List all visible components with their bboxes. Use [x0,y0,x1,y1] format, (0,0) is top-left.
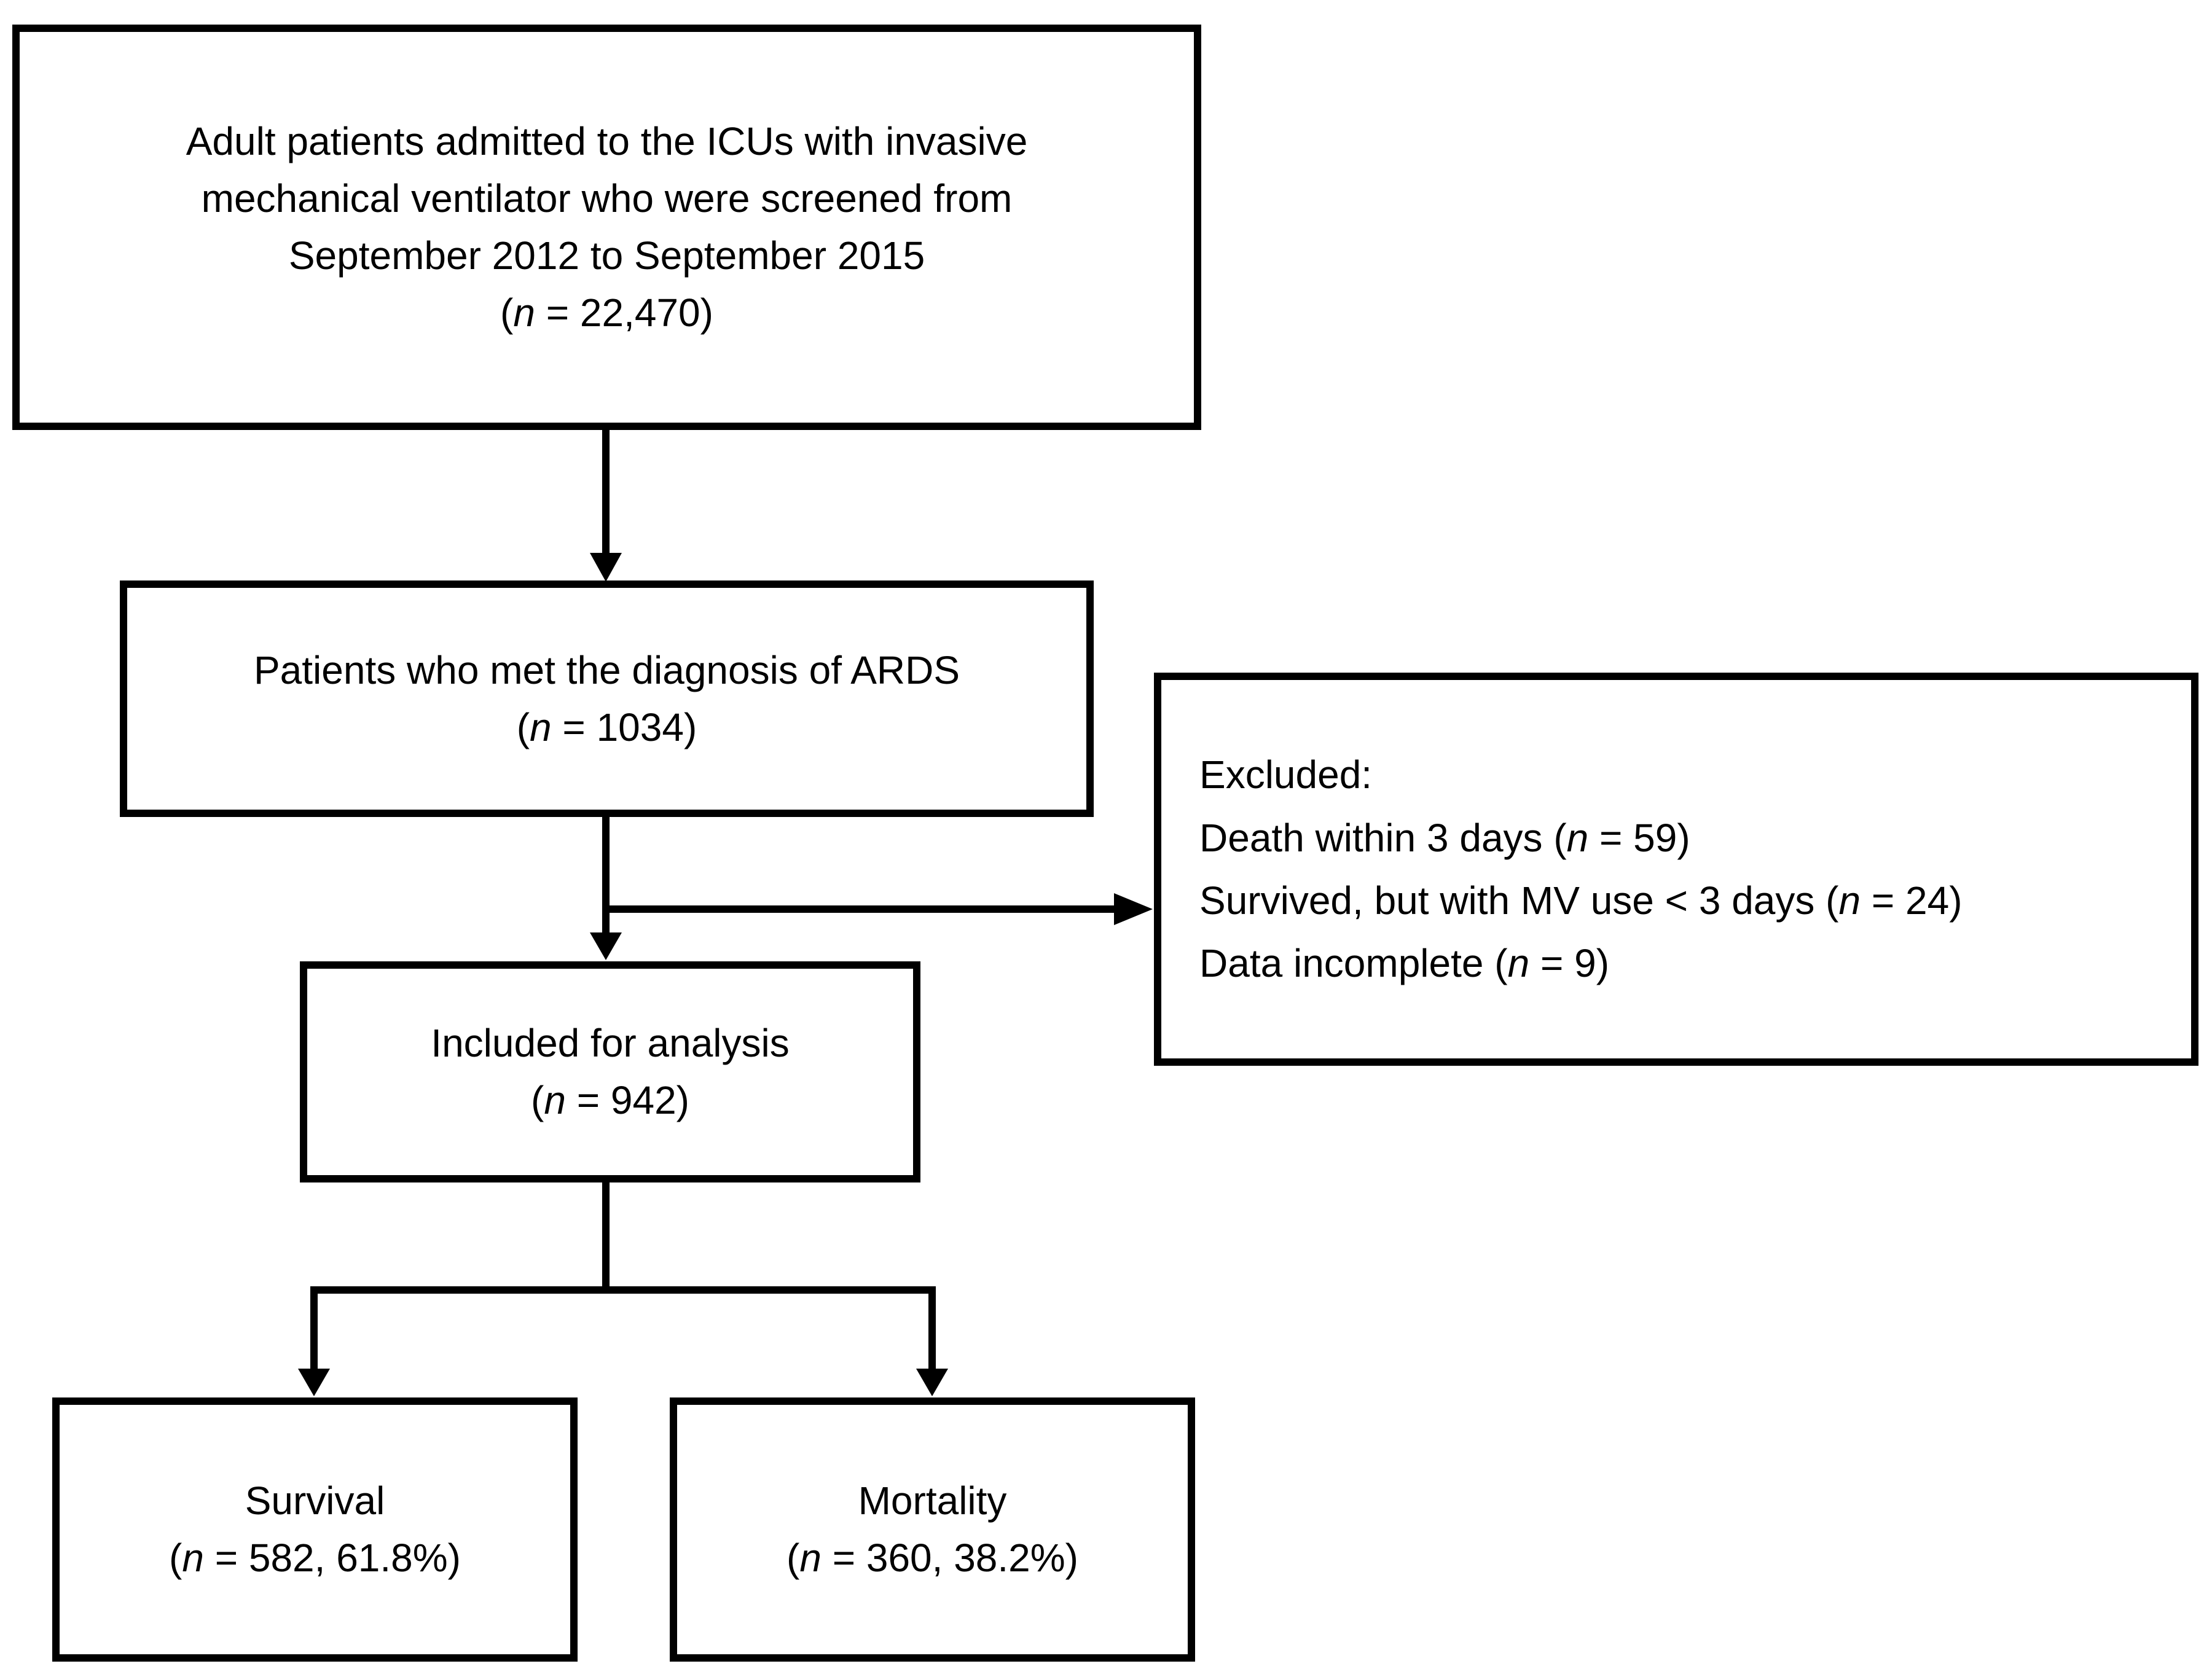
n-prefix: ( [516,705,530,749]
ards-line: Patients who met the diagnosis of ARDS [253,647,960,692]
excluded-title: Excluded: [1199,752,1373,797]
survival-line: Survival [245,1479,385,1523]
mortality-n-line: (n = 360, 38.2%) [786,1530,1078,1587]
excluded-item-text: Data incomplete ( [1199,941,1508,986]
n-symbol: n [1838,878,1861,923]
box-excluded: Excluded: Death within 3 days (n = 59) S… [1154,673,2198,1066]
mortality-line: Mortality [858,1479,1007,1523]
n-value: = 24) [1861,878,1963,923]
box-included-analysis: Included for analysis (n = 942) [300,961,920,1182]
n-symbol: n [1507,941,1530,986]
n-value: = 9) [1529,941,1609,986]
screened-line-3: September 2012 to September 2015 [288,233,925,278]
included-n-line: (n = 942) [531,1072,689,1129]
n-value: = 22,470) [535,290,713,335]
n-symbol: n [799,1536,822,1580]
n-symbol: n [513,290,535,335]
excluded-item-death: Death within 3 days (n = 59) [1199,807,1690,869]
n-value: = 1034) [551,705,697,749]
included-line: Included for analysis [431,1021,790,1066]
n-prefix: ( [531,1078,544,1122]
n-symbol: n [544,1078,566,1122]
n-value: = 942) [565,1078,689,1122]
n-prefix: ( [786,1536,800,1580]
n-symbol: n [182,1536,204,1580]
n-prefix: ( [169,1536,182,1580]
arrowhead-down-icon [298,1369,330,1396]
n-symbol: n [1566,815,1589,860]
screened-n-line: (n = 22,470) [500,284,713,342]
excluded-item-text: Survived, but with MV use < 3 days ( [1199,878,1839,923]
screened-line-1: Adult patients admitted to the ICUs with… [186,119,1028,164]
box-mortality: Mortality (n = 360, 38.2%) [670,1397,1195,1662]
n-value: = 59) [1588,815,1690,860]
excluded-item-text: Death within 3 days ( [1199,815,1567,860]
box-ards-diagnosis: Patients who met the diagnosis of ARDS (… [120,580,1094,817]
box-survival: Survival (n = 582, 61.8%) [52,1397,578,1662]
screened-line-2: mechanical ventilator who were screened … [201,176,1013,221]
arrowhead-down-icon [590,553,622,582]
survival-n-line: (n = 582, 61.8%) [169,1530,461,1587]
n-value: = 582, 61.8%) [203,1536,461,1580]
excluded-item-incomplete: Data incomplete (n = 9) [1199,932,1609,995]
arrowhead-right-icon [1114,893,1153,925]
n-value: = 360, 38.2%) [821,1536,1078,1580]
arrowhead-down-icon [590,932,622,960]
box-screened-patients: Adult patients admitted to the ICUs with… [12,25,1201,430]
n-prefix: ( [500,290,514,335]
excluded-item-short-mv: Survived, but with MV use < 3 days (n = … [1199,869,1963,932]
arrowhead-down-icon [916,1369,948,1396]
ards-n-line: (n = 1034) [517,699,697,756]
n-symbol: n [530,705,552,749]
